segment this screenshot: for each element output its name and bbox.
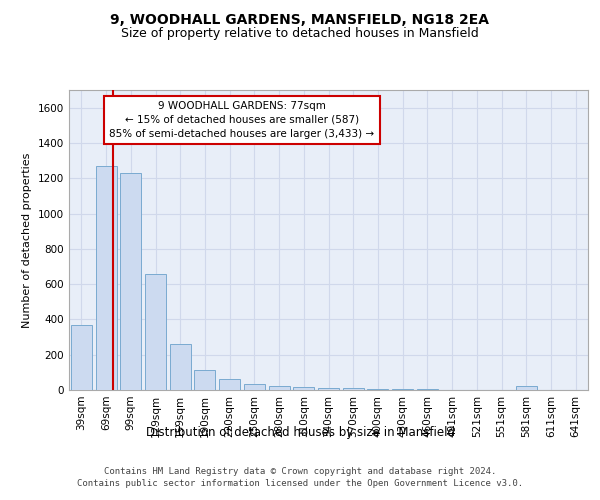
Text: 9, WOODHALL GARDENS, MANSFIELD, NG18 2EA: 9, WOODHALL GARDENS, MANSFIELD, NG18 2EA — [110, 12, 490, 26]
Text: 9 WOODHALL GARDENS: 77sqm
← 15% of detached houses are smaller (587)
85% of semi: 9 WOODHALL GARDENS: 77sqm ← 15% of detac… — [109, 101, 374, 139]
Bar — [71, 324, 92, 390]
Bar — [343, 388, 364, 390]
Bar — [219, 378, 240, 390]
Text: Contains HM Land Registry data © Crown copyright and database right 2024.
Contai: Contains HM Land Registry data © Crown c… — [77, 466, 523, 487]
Bar — [293, 387, 314, 390]
Bar — [269, 386, 290, 390]
Bar — [367, 388, 388, 390]
Bar — [392, 389, 413, 390]
Bar — [170, 344, 191, 390]
Bar — [244, 384, 265, 390]
Bar — [120, 173, 141, 390]
Bar — [145, 274, 166, 390]
Bar — [194, 370, 215, 390]
Text: Distribution of detached houses by size in Mansfield: Distribution of detached houses by size … — [146, 426, 455, 439]
Bar — [95, 166, 116, 390]
Bar — [516, 386, 537, 390]
Text: Size of property relative to detached houses in Mansfield: Size of property relative to detached ho… — [121, 28, 479, 40]
Bar — [318, 388, 339, 390]
Y-axis label: Number of detached properties: Number of detached properties — [22, 152, 32, 328]
